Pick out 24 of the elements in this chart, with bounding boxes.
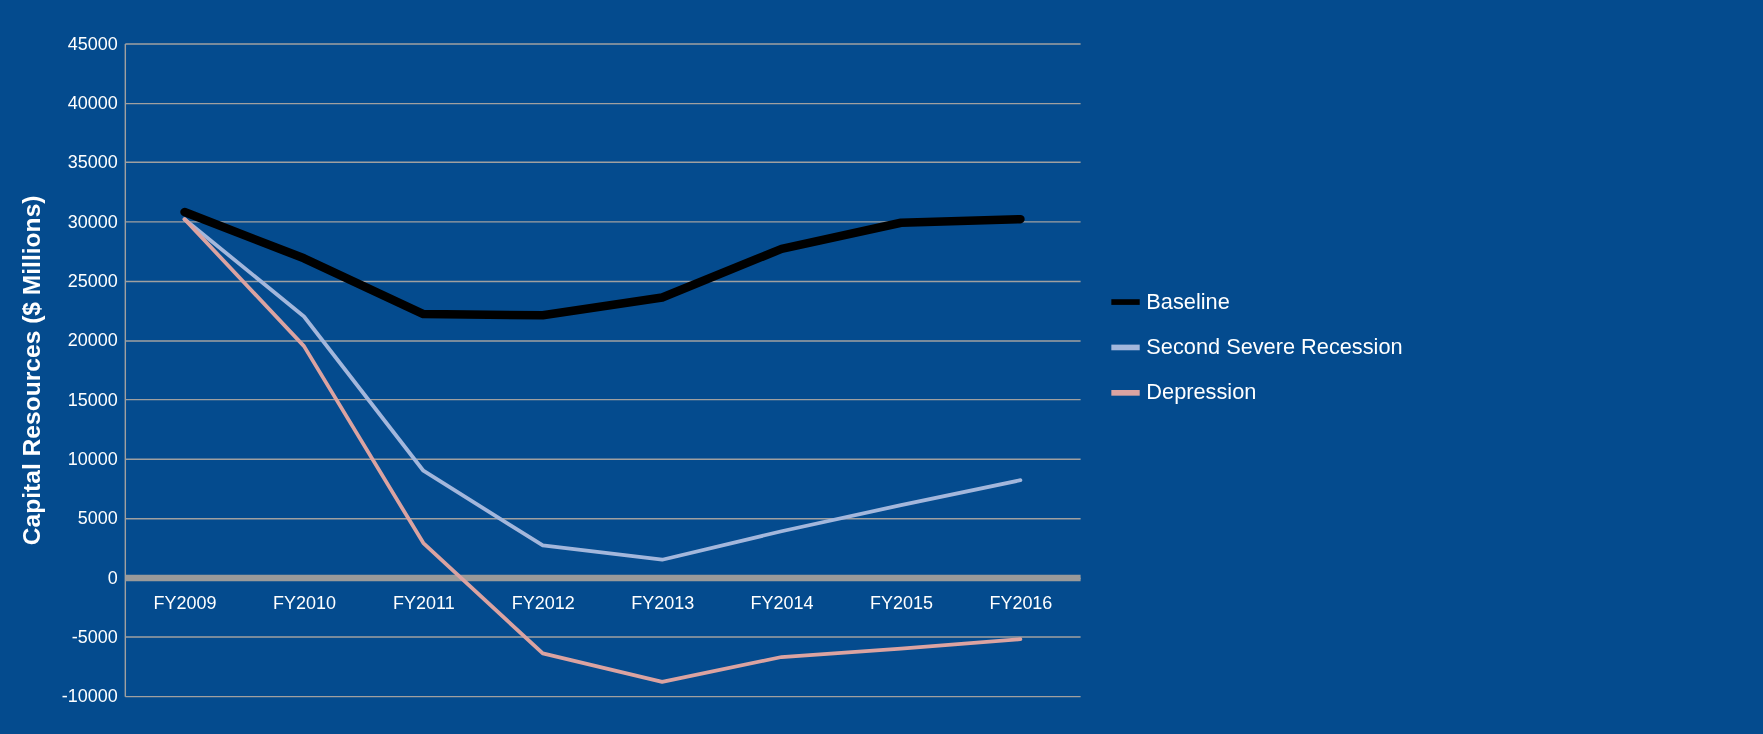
- y-tick-label: -5000: [71, 626, 118, 647]
- y-tick-label: 15000: [67, 389, 118, 410]
- x-tick-label: FY2013: [631, 593, 695, 614]
- y-tick-label: 45000: [67, 33, 118, 54]
- legend-label: Baseline: [1146, 288, 1230, 314]
- y-tick-label: 35000: [67, 152, 118, 173]
- y-tick-label: 0: [107, 567, 118, 588]
- y-tick-label: 5000: [77, 508, 118, 529]
- y-tick-label: 25000: [67, 271, 118, 292]
- y-tick-label: 30000: [67, 211, 118, 232]
- x-tick-label: FY2014: [750, 593, 814, 614]
- y-tick-label: -10000: [61, 686, 118, 707]
- x-tick-label: FY2015: [870, 593, 933, 614]
- x-tick-label: FY2016: [989, 593, 1053, 614]
- y-tick-label: 10000: [67, 449, 118, 469]
- y-axis-title: Capital Resources ($ Millions): [18, 195, 46, 546]
- x-tick-label: FY2011: [393, 593, 455, 614]
- x-tick-label: FY2009: [153, 593, 217, 614]
- y-tick-label: 40000: [67, 93, 118, 114]
- x-tick-label: FY2012: [511, 593, 575, 614]
- y-tick-label: 20000: [67, 330, 118, 351]
- x-tick-label: FY2010: [272, 593, 336, 614]
- legend-label: Second Severe Recession: [1146, 334, 1403, 360]
- legend-label: Depression: [1146, 379, 1257, 405]
